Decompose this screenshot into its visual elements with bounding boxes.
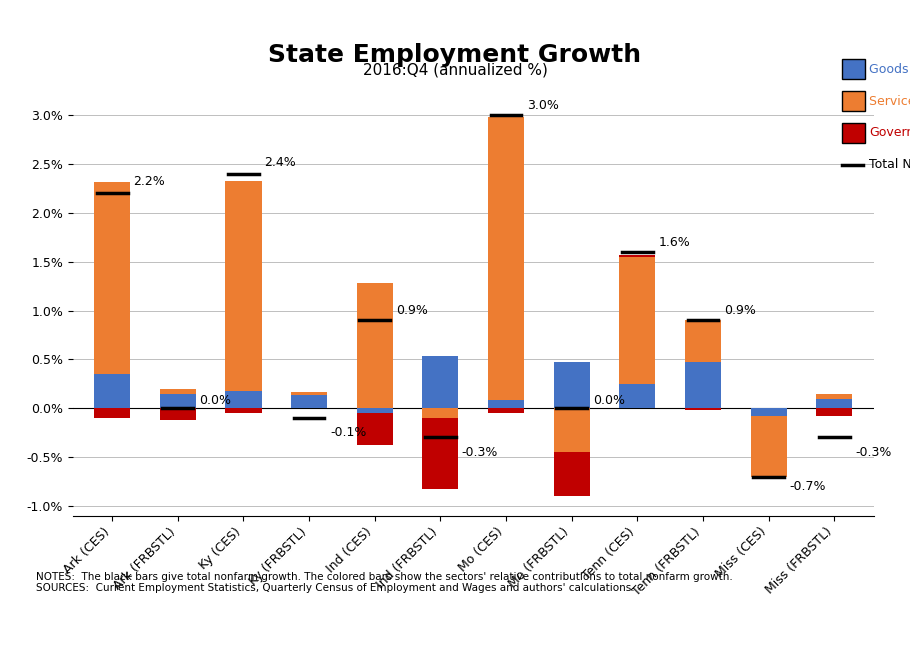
Bar [357, 413, 393, 446]
Bar [94, 408, 130, 418]
Text: 3.0%: 3.0% [527, 99, 559, 112]
Bar [619, 257, 655, 384]
Text: 0.0%: 0.0% [198, 394, 231, 407]
Bar [751, 416, 786, 477]
Text: Total Nonfarm (-): Total Nonfarm (-) [869, 158, 910, 171]
Text: Federal Reserve Bank: Federal Reserve Bank [36, 629, 228, 643]
Text: 0.9%: 0.9% [396, 304, 428, 317]
Text: Government: Government [869, 126, 910, 139]
Bar [816, 408, 853, 416]
Text: 2.4%: 2.4% [265, 155, 297, 169]
Text: -0.7%: -0.7% [790, 480, 826, 493]
Text: State Employment Growth: State Employment Growth [268, 43, 642, 67]
Bar [488, 117, 524, 401]
Bar [619, 255, 655, 257]
Bar [94, 182, 130, 374]
Text: 1.6%: 1.6% [658, 236, 690, 249]
Bar [619, 384, 655, 408]
Text: 0.0%: 0.0% [592, 394, 624, 407]
Bar [553, 452, 590, 496]
Text: -0.3%: -0.3% [855, 446, 892, 459]
Bar [488, 401, 524, 408]
Bar [751, 408, 786, 416]
Bar [226, 180, 261, 391]
Text: 2.2%: 2.2% [133, 175, 165, 188]
Bar [488, 408, 524, 413]
Bar [685, 408, 721, 410]
Text: -0.1%: -0.1% [330, 426, 367, 439]
Text: St. Louis: St. Louis [298, 629, 379, 643]
Bar [94, 374, 130, 408]
Bar [422, 418, 459, 489]
Bar [685, 362, 721, 408]
Text: -0.3%: -0.3% [461, 446, 498, 459]
Bar [226, 408, 261, 413]
Bar [291, 395, 328, 408]
Bar [816, 395, 853, 399]
Bar [160, 408, 196, 420]
Bar [553, 362, 590, 408]
Bar [357, 283, 393, 408]
Text: Service Producing: Service Producing [869, 95, 910, 108]
Bar [685, 321, 721, 362]
Bar [422, 356, 459, 408]
Bar [160, 393, 196, 408]
Text: of: of [277, 629, 293, 643]
Bar [160, 389, 196, 393]
Bar [357, 408, 393, 413]
Text: 2016:Q4 (annualized %): 2016:Q4 (annualized %) [362, 63, 548, 78]
Text: NOTES:  The black bars give total nonfarm growth. The colored bars show the sect: NOTES: The black bars give total nonfarm… [36, 572, 733, 594]
Bar [422, 408, 459, 418]
Bar [553, 408, 590, 452]
Bar [816, 399, 853, 408]
Text: Goods Producing: Goods Producing [869, 63, 910, 76]
Bar [226, 391, 261, 408]
Text: 0.9%: 0.9% [724, 304, 756, 317]
Bar [291, 391, 328, 395]
